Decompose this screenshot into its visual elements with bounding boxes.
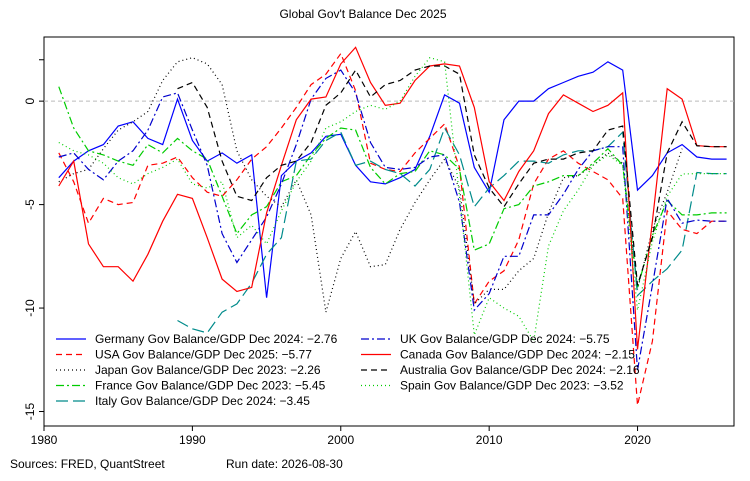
x-tick-label: 2020 — [624, 433, 651, 447]
legend-label: France Gov Balance/GDP Dec 2023: −5.45 — [95, 379, 326, 393]
x-tick-label: 2000 — [327, 433, 354, 447]
x-tick-label: 1990 — [179, 433, 206, 447]
series-line-1 — [58, 52, 727, 406]
chart-title: Global Gov't Balance Dec 2025 — [279, 7, 446, 21]
legend-label: Spain Gov Balance/GDP Dec 2023: −3.52 — [400, 379, 624, 393]
series-line-6 — [58, 46, 727, 350]
series-lines — [58, 46, 727, 406]
series-line-8 — [58, 57, 727, 343]
x-tick-label: 1980 — [31, 433, 58, 447]
legend-label: Germany Gov Balance/GDP Dec 2024: −2.76 — [95, 332, 338, 346]
y-tick-label: -5 — [23, 199, 37, 210]
footer-sources: Sources: FRED, QuantStreet — [10, 457, 165, 471]
legend: Germany Gov Balance/GDP Dec 2024: −2.76 U… — [56, 332, 640, 408]
series-line-3 — [58, 86, 727, 288]
legend-label: Japan Gov Balance/GDP Dec 2023: −2.26 — [95, 363, 321, 377]
legend-label: Italy Gov Balance/GDP Dec 2024: −3.45 — [95, 394, 310, 408]
series-line-4 — [177, 126, 727, 334]
series-line-5 — [58, 69, 727, 371]
y-tick-label: 0 — [23, 97, 37, 104]
series-line-7 — [177, 65, 727, 286]
chart: Global Gov't Balance Dec 2025 1980 1990 20… — [23, 7, 735, 447]
legend-label: Australia Gov Balance/GDP Dec 2024: −2.1… — [400, 363, 640, 377]
y-tick-label: -15 — [23, 403, 37, 421]
series-line-2 — [58, 57, 683, 313]
series-line-0 — [58, 61, 727, 298]
x-axis: 1980 1990 2000 2010 2020 — [31, 426, 651, 447]
legend-label: Canada Gov Balance/GDP Dec 2024: −2.15 — [400, 348, 635, 362]
x-tick-label: 2010 — [476, 433, 503, 447]
legend-label: USA Gov Balance/GDP Dec 2025: −5.77 — [95, 348, 312, 362]
y-tick-label: -10 — [23, 299, 37, 317]
legend-label: UK Gov Balance/GDP Dec 2024: −5.75 — [400, 332, 610, 346]
plot-frame — [43, 36, 735, 427]
y-axis: 0 -5 -10 -15 — [23, 59, 44, 421]
footer-run-date: Run date: 2026-08-30 — [226, 457, 343, 471]
